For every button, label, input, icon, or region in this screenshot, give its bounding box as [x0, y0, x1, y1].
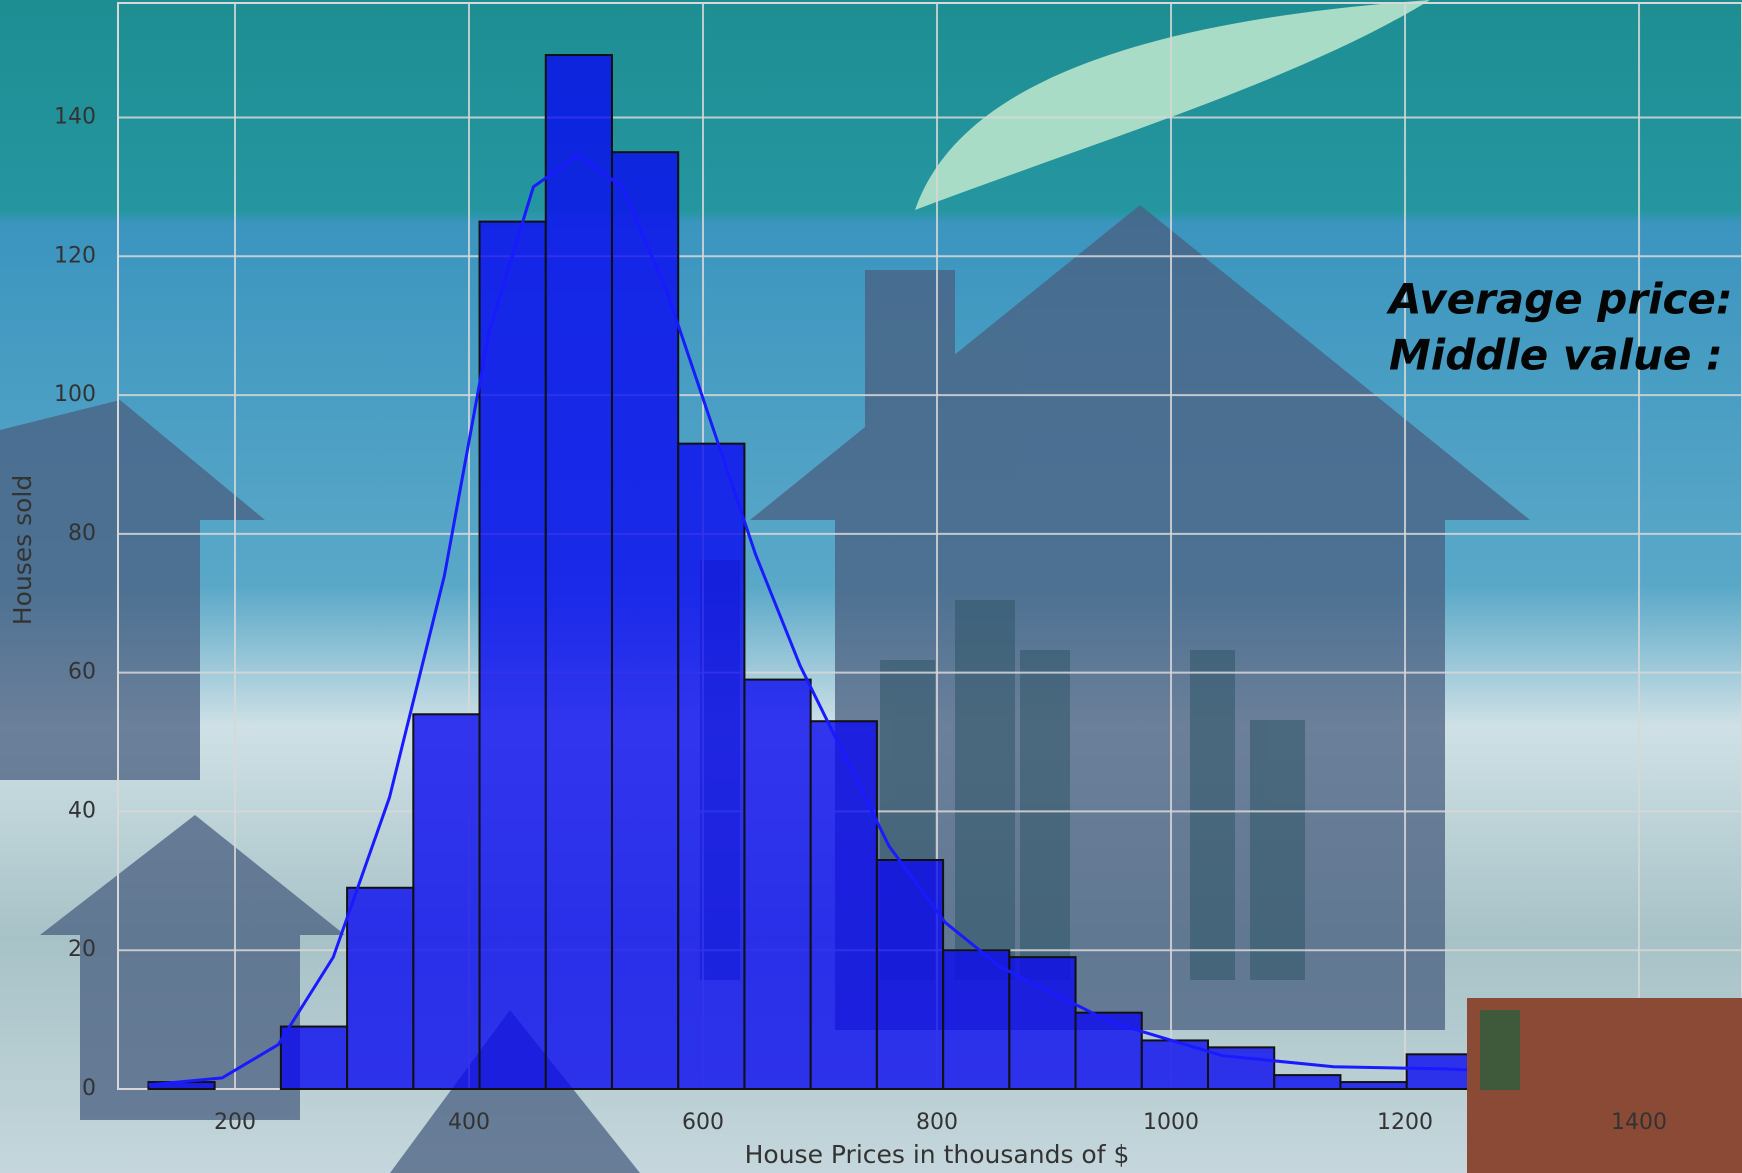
- x-tick-label: 1200: [1377, 1110, 1433, 1135]
- bar: [677, 442, 746, 1090]
- x-tick-label: 1000: [1143, 1110, 1199, 1135]
- y-tick-label: 100: [54, 382, 96, 407]
- bar: [875, 859, 945, 1090]
- y-tick-label: 140: [54, 104, 96, 129]
- background-photo-window: [1480, 1010, 1520, 1090]
- bar: [743, 678, 812, 1090]
- bar: [1273, 1074, 1342, 1091]
- x-tick-label: 200: [214, 1110, 256, 1135]
- bar: [610, 151, 680, 1090]
- bar: [809, 720, 878, 1090]
- x-tick-label: 800: [916, 1110, 958, 1135]
- bar: [1405, 1053, 1474, 1090]
- annotation: Average price:: [1386, 275, 1733, 324]
- bar: [942, 949, 1011, 1090]
- bar: [478, 220, 547, 1091]
- y-tick-label: 60: [68, 660, 96, 685]
- bar: [1008, 956, 1077, 1091]
- x-tick-label: 400: [448, 1110, 490, 1135]
- bar: [544, 54, 613, 1091]
- y-tick-label: 0: [82, 1076, 96, 1101]
- kde-line: [148, 153, 1742, 1087]
- bar: [1074, 1011, 1143, 1090]
- x-tick-label: 1400: [1611, 1110, 1667, 1135]
- bar: [279, 1025, 349, 1091]
- y-axis-label: Houses sold: [8, 475, 37, 625]
- y-tick-label: 80: [68, 521, 96, 546]
- x-axis-label: House Prices in thousands of $: [745, 1140, 1130, 1169]
- y-tick-label: 20: [68, 937, 96, 962]
- background-houses: [0, 205, 1530, 1173]
- y-tick-label: 120: [54, 243, 96, 268]
- annotation: Middle value :: [1389, 331, 1723, 380]
- bar: [412, 713, 481, 1090]
- y-tick-label: 40: [68, 798, 96, 823]
- bar: [1339, 1081, 1408, 1090]
- background-leaf: [915, 0, 1430, 210]
- bar: [346, 886, 415, 1090]
- x-tick-label: 600: [682, 1110, 724, 1135]
